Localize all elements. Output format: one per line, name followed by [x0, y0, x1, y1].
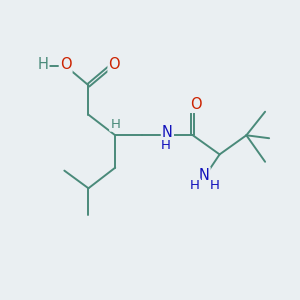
- Text: O: O: [60, 57, 71, 72]
- Text: O: O: [109, 57, 120, 72]
- Text: O: O: [190, 97, 202, 112]
- Text: H: H: [160, 139, 170, 152]
- Text: N: N: [162, 125, 173, 140]
- Text: N: N: [199, 167, 209, 182]
- Text: H: H: [110, 118, 120, 130]
- Text: H: H: [190, 179, 200, 192]
- Text: H: H: [210, 179, 220, 192]
- Text: H: H: [38, 57, 48, 72]
